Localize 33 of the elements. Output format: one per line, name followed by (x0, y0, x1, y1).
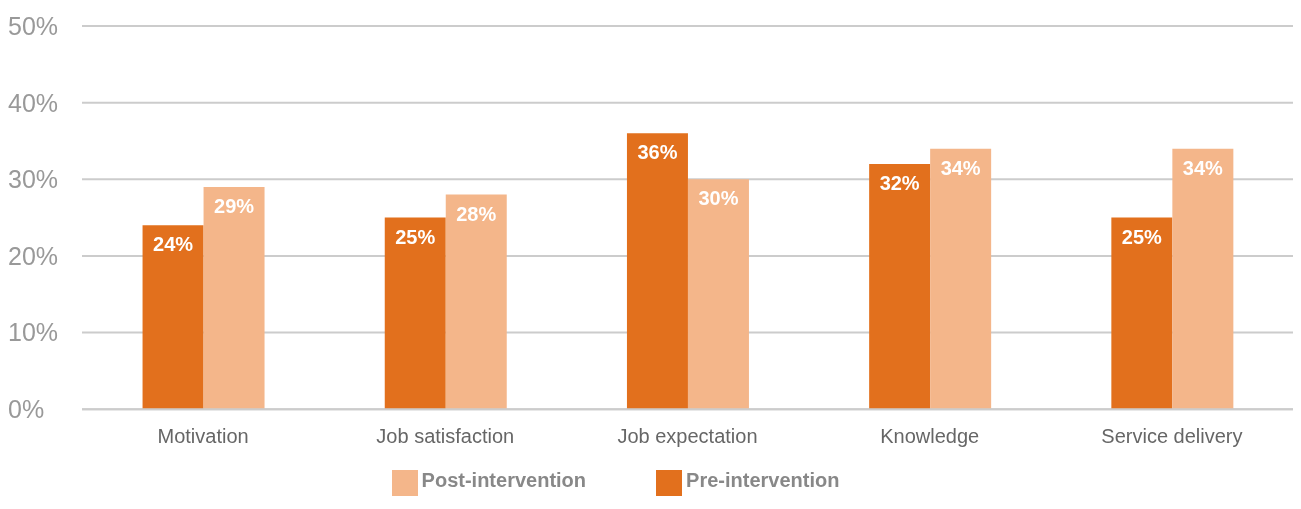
legend-label: Post-intervention (421, 469, 587, 492)
bar (930, 148, 992, 410)
bar (869, 163, 931, 410)
data-label: 28% (456, 202, 497, 225)
x-tick-label: Motivation (157, 425, 249, 448)
data-label: 32% (879, 171, 920, 194)
data-label: 34% (940, 156, 981, 179)
bar (445, 194, 507, 410)
y-tick-label: 0% (8, 395, 45, 424)
y-tick-label: 30% (8, 165, 59, 194)
x-tick-label: Job expectation (617, 425, 758, 448)
x-tick-label: Knowledge (880, 425, 980, 448)
data-label: 25% (1121, 225, 1163, 248)
data-label: 24% (153, 233, 194, 256)
bar (626, 133, 688, 410)
data-label: 34% (1182, 156, 1224, 179)
data-label: 25% (395, 225, 436, 248)
y-tick-label: 10% (8, 318, 59, 347)
legend-label: Pre-intervention (686, 469, 840, 492)
bar (142, 225, 204, 410)
data-label: 36% (637, 141, 678, 164)
bar (384, 217, 446, 410)
y-tick-label: 40% (8, 88, 59, 117)
bar (1111, 217, 1173, 410)
y-tick-label: 50% (8, 11, 59, 40)
bar (687, 179, 749, 410)
data-label: 29% (214, 194, 255, 217)
bar (1172, 148, 1234, 410)
data-label: 30% (698, 187, 739, 210)
bar (203, 186, 265, 410)
y-tick-label: 20% (8, 241, 59, 270)
x-tick-label: Service delivery (1101, 425, 1243, 448)
x-tick-label: Job satisfaction (376, 425, 515, 448)
